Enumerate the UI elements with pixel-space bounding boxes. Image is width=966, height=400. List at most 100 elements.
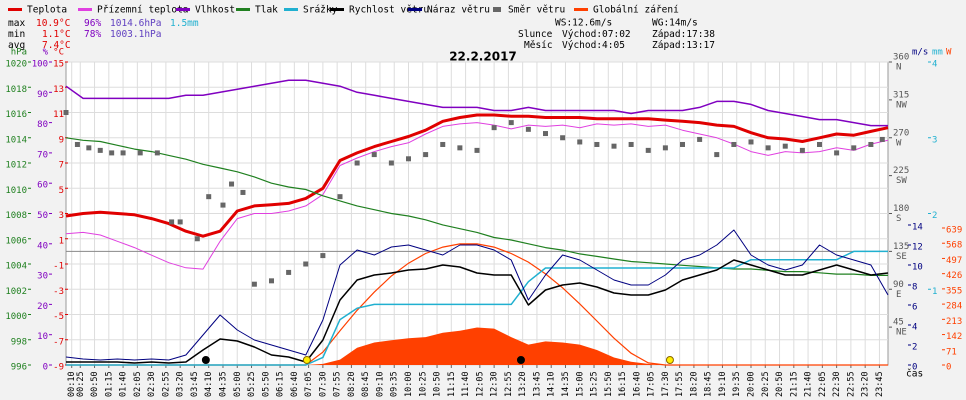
x-tick-label: 08:20 xyxy=(347,371,357,397)
x-tick-label: 12:55 xyxy=(504,371,514,397)
y-tick-label: 1008 xyxy=(5,211,27,221)
rise-label: Východ: xyxy=(562,29,602,40)
direction-point xyxy=(169,219,175,225)
moon-label: Měsíc xyxy=(524,40,553,51)
stat: 78% xyxy=(84,29,101,40)
series-line xyxy=(65,229,889,361)
direction-point xyxy=(714,152,720,158)
x-tick-label: 05:00 xyxy=(233,371,243,397)
legend-label: Tlak xyxy=(255,5,278,16)
direction-point xyxy=(628,141,634,147)
y-tick-label: 639 xyxy=(946,226,962,236)
y-tick-label: 4 xyxy=(912,323,917,333)
y-tick-label: 1004 xyxy=(5,262,27,272)
direction-name: NE xyxy=(896,328,907,338)
series-line xyxy=(65,122,889,270)
direction-point xyxy=(731,141,737,147)
y-tick-label: 998 xyxy=(11,337,27,347)
x-tick-label: 23:20 xyxy=(861,371,871,397)
direction-point xyxy=(765,145,771,151)
y-tick-label: 14 xyxy=(912,223,923,233)
direction-point xyxy=(543,131,548,137)
x-tick-label: 18:20 xyxy=(689,371,699,397)
direction-name: S xyxy=(896,214,901,224)
legend-swatch xyxy=(493,7,501,12)
x-tick-label: 22:30 xyxy=(832,371,842,397)
y-tick-label: 7 xyxy=(59,161,64,171)
y-tick-label: 12 xyxy=(912,243,923,253)
y-tick-label: 15 xyxy=(53,60,64,70)
direction-point xyxy=(594,141,600,147)
direction-name: SW xyxy=(896,176,907,186)
y-tick-label: 6 xyxy=(912,303,917,313)
ws: WS:12.6m/s xyxy=(555,18,612,29)
y-tick-label: -5 xyxy=(53,312,64,322)
x-tick-label: 11:40 xyxy=(461,371,471,397)
x-tick-label: 07:05 xyxy=(304,371,314,397)
direction-point xyxy=(525,126,531,132)
direction-point xyxy=(97,147,103,153)
direction-point xyxy=(74,141,80,147)
x-tick-label: 17:30 xyxy=(661,371,671,397)
axis-unit: mm xyxy=(932,48,943,58)
header: max 10.9°C 96% 1014.6hPa 1.5mm min 1.1°C 78% 10… xyxy=(8,18,923,380)
y-tick-label: 3 xyxy=(59,211,64,221)
x-tick-label: 00:10 xyxy=(67,371,77,397)
direction-point xyxy=(851,145,857,151)
series-line xyxy=(65,137,888,276)
x-tick-label: 17:55 xyxy=(675,371,685,397)
direction-point xyxy=(834,150,840,156)
y-tick-label: 2 xyxy=(912,343,917,353)
x-tick-label: 06:40 xyxy=(290,371,300,397)
direction-point xyxy=(748,139,754,145)
direction-point xyxy=(388,160,394,166)
direction-name: W xyxy=(896,138,902,148)
series-layer xyxy=(63,79,889,366)
x-tick-label: 21:40 xyxy=(804,371,814,397)
direction-point xyxy=(782,143,788,149)
direction-point xyxy=(474,147,480,153)
y-tick-label: 11 xyxy=(53,110,64,120)
x-tick-label: 05:25 xyxy=(247,371,257,397)
y-tick-label: -1 xyxy=(53,262,64,272)
y-tick-label: 0 xyxy=(946,363,951,373)
y-tick-label: 40 xyxy=(37,241,48,251)
x-tick-label: 01:40 xyxy=(119,371,129,397)
stats-avg: avg 7.4°C xyxy=(8,40,71,51)
series-line xyxy=(66,250,888,366)
y-tick-label: 10 xyxy=(912,263,923,273)
direction-point xyxy=(354,160,360,166)
series-line xyxy=(66,259,889,364)
y-tick-label: 70 xyxy=(37,150,48,160)
legend-label: Vlhkost xyxy=(195,5,235,16)
y-tick-label: 71 xyxy=(946,347,957,357)
y-tick-label: -9 xyxy=(53,363,64,373)
moon: Měsíc Východ:4:05 Západ:13:17 xyxy=(524,40,715,51)
direction-point xyxy=(611,143,617,149)
radiation-area xyxy=(66,327,888,365)
direction-point xyxy=(799,147,805,153)
y-tick-label: 1 xyxy=(59,236,64,246)
direction-point xyxy=(817,141,822,147)
x-tick-label: 18:45 xyxy=(704,371,714,397)
x-tick-label: 02:05 xyxy=(133,371,143,397)
x-tick-label: 22:05 xyxy=(818,371,828,397)
direction-point xyxy=(320,253,326,259)
y-tick-label: 0 xyxy=(912,363,917,373)
moon-set: 13:17 xyxy=(686,40,715,51)
y-tick-label: 142 xyxy=(946,332,962,342)
direction-point xyxy=(879,136,885,142)
y-tick-label: 996 xyxy=(11,363,27,373)
x-tick-label: 20:00 xyxy=(747,371,757,397)
x-tick-label: 03:20 xyxy=(176,371,186,397)
x-axis-label: čas xyxy=(906,369,923,380)
x-tick-label: 04:35 xyxy=(218,371,228,397)
direction-point xyxy=(137,150,143,156)
y-tick-label: 1000 xyxy=(5,312,27,322)
x-tick-label: 11:15 xyxy=(447,371,457,397)
x-tick-label: 15:25 xyxy=(590,371,600,397)
direction-point xyxy=(423,152,429,158)
x-tick-label: 06:15 xyxy=(276,371,286,397)
y-tick-label: 8 xyxy=(912,283,917,293)
y-tick-label: 50 xyxy=(37,211,48,221)
